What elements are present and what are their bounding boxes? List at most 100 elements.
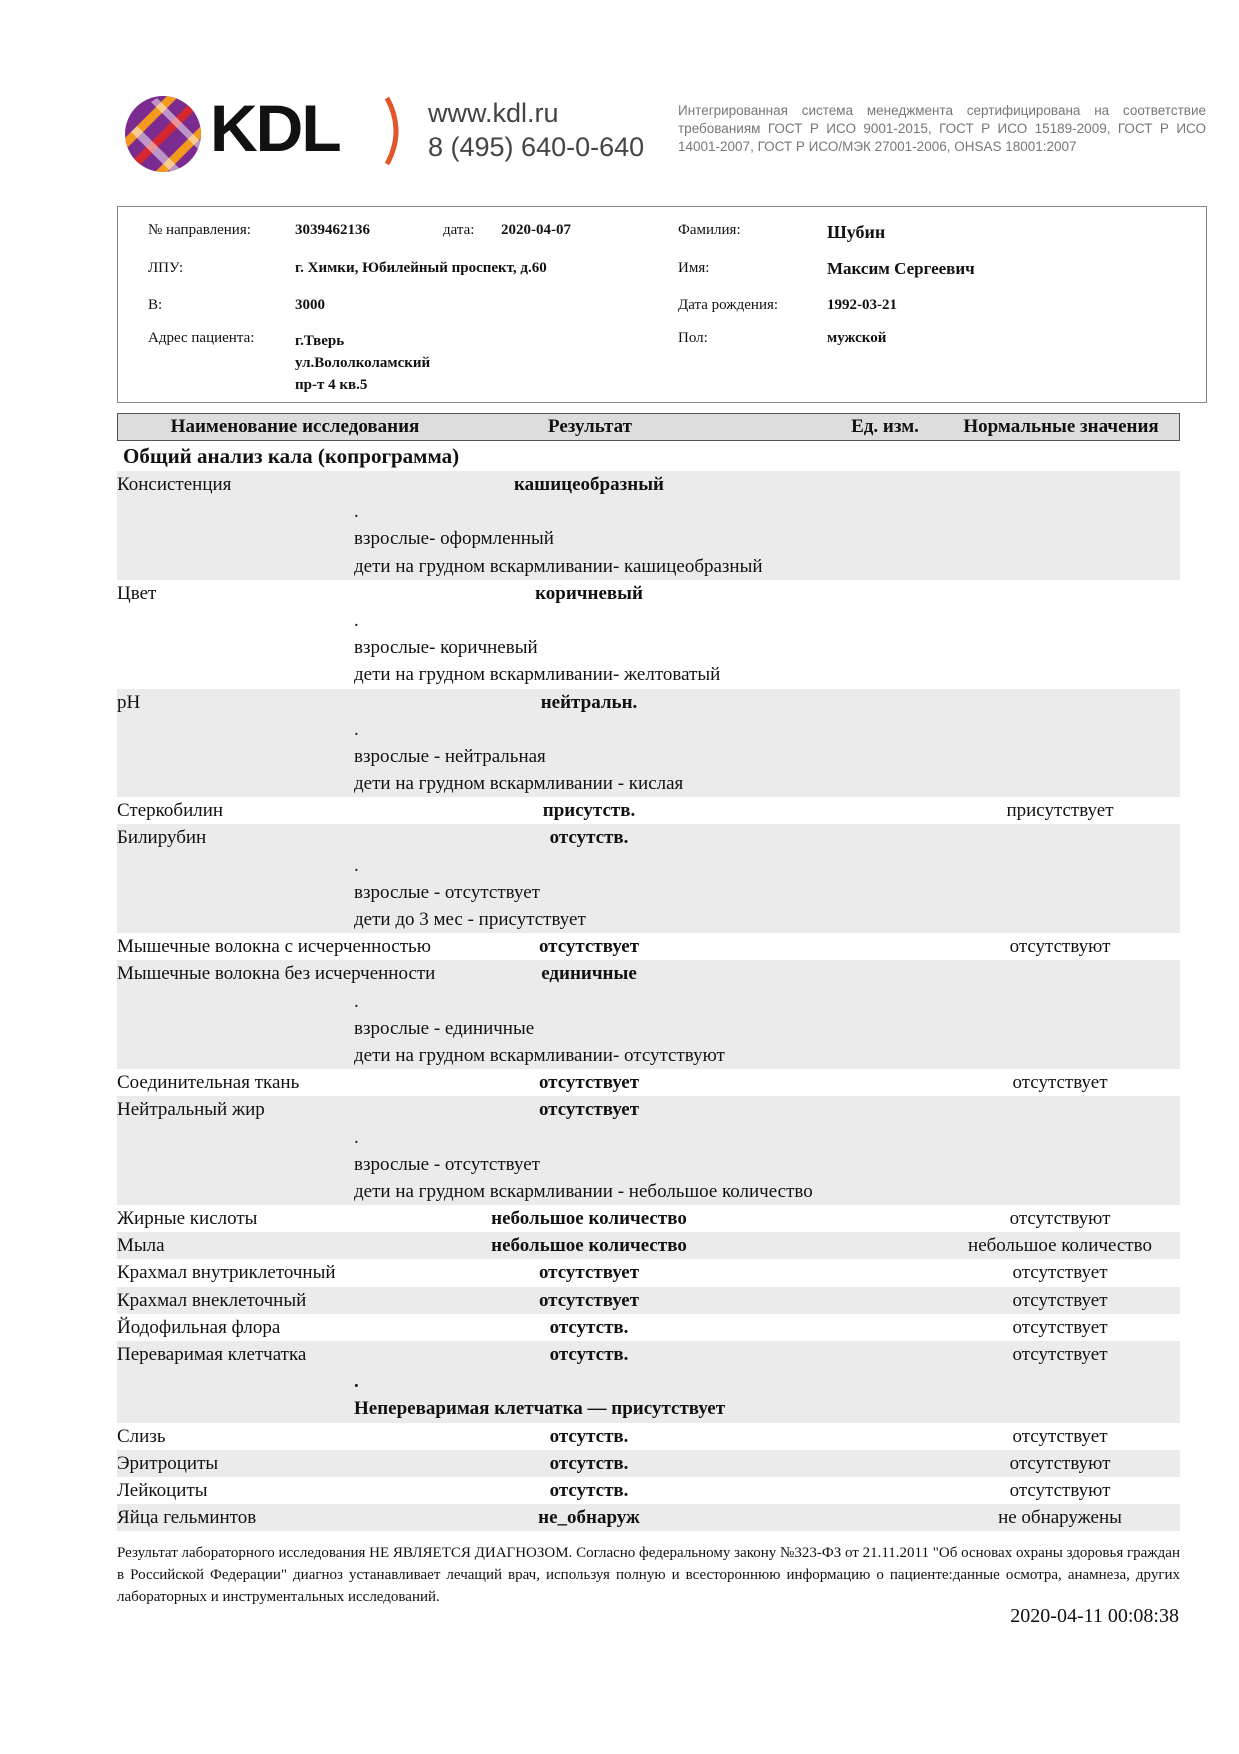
norm-value: отсутствует: [1012, 1072, 1108, 1094]
patient-info-box: № направления: 3039462136 дата: 2020-04-…: [117, 206, 1207, 403]
result-value: коричневый: [535, 582, 643, 604]
test-name: Яйца гельминтов: [117, 1507, 257, 1529]
reference-note: .: [354, 1126, 359, 1148]
test-name: Слизь: [117, 1425, 166, 1447]
result-value: небольшое количество: [491, 1235, 687, 1257]
reference-note: Непереваримая клетчатка — присутствует: [354, 1398, 726, 1420]
reference-note: .: [354, 990, 359, 1012]
address-line: пр-т 4 кв.5: [295, 377, 368, 393]
result-value: отсутств.: [549, 1344, 629, 1365]
result-value: отсутств.: [549, 827, 629, 849]
sex-value: мужской: [827, 330, 887, 346]
reference-note: .: [354, 501, 359, 523]
column-header-name: Наименование исследования: [170, 416, 420, 437]
norm-value: не обнаружены: [998, 1507, 1122, 1529]
result-value: небольшое количество: [491, 1208, 687, 1230]
reference-note: взрослые - единичные: [354, 1017, 535, 1039]
test-name: Крахмал внутриклеточный: [117, 1262, 336, 1284]
address-line: г.Тверь: [295, 333, 345, 349]
name-value: Максим Сергеевич: [827, 259, 975, 278]
reference-note: дети на грудном вскармливании - кислая: [354, 773, 684, 795]
website-link[interactable]: www.kdl.ru: [428, 98, 559, 128]
norm-value: отсутствуют: [1009, 1479, 1111, 1501]
lpu-label: ЛПУ:: [148, 260, 184, 276]
certification-text: Интегрированная система менеджмента серт…: [678, 103, 1206, 154]
norm-value: отсутствуют: [1009, 1452, 1111, 1474]
norm-value: отсутствует: [1012, 1289, 1108, 1311]
table-header: Наименование исследования Результат Ед. …: [117, 413, 1180, 441]
result-value: отсутствует: [538, 1072, 640, 1094]
table-row: Мышечные волокна с исчерченностью отсутст…: [117, 933, 1180, 960]
test-name: Мышечные волокна без исчерченности: [117, 963, 436, 985]
column-header-result: Результат: [548, 416, 632, 437]
phone-number: 8 (495) 640-0-640: [428, 132, 645, 162]
reference-note: дети на грудном вскармливании- отсутству…: [354, 1044, 725, 1066]
reference-note: дети на грудном вскармливании - небольшо…: [354, 1180, 813, 1202]
table-row: Переваримая клетчатка отсутств. отсутствуе…: [117, 1341, 1180, 1423]
referral-number: 3039462136: [295, 222, 370, 238]
table-row: Яйца гельминтов не_обнаруж не обнаружены: [117, 1504, 1180, 1532]
kdl-logo-icon: [125, 96, 201, 172]
address-label: Адрес пациента:: [148, 330, 255, 346]
table-row: Эритроциты отсутств. отсутствуют: [117, 1449, 1180, 1477]
table-row: Мышечные волокна без исчерченности единич…: [117, 960, 1180, 1070]
referral-label: № направления:: [148, 222, 251, 238]
address-value: г.Тверь ул.Вололколамский пр-т 4 кв.5: [295, 330, 430, 396]
name-label: Имя:: [678, 260, 710, 276]
table-row: Крахмал внутриклеточный отсутствует отсутс…: [117, 1259, 1180, 1286]
result-value: отсутствует: [538, 1099, 640, 1121]
norm-value: небольшое количество: [968, 1235, 1152, 1257]
reference-note: .: [354, 609, 359, 631]
referral-date: 2020-04-07: [501, 222, 571, 238]
result-value: отсутств.: [549, 1452, 629, 1474]
table-row: pH нейтральн.. взрослые - нейтральная дети …: [117, 688, 1180, 798]
reference-note: взрослые- оформленный: [354, 528, 554, 550]
test-name: Эритроциты: [117, 1452, 219, 1474]
result-value: не_обнаруж: [538, 1507, 640, 1529]
test-name: Стеркобилин: [117, 800, 224, 822]
test-name: Мышечные волокна с исчерченностью: [117, 936, 431, 958]
test-name: pH: [117, 691, 141, 713]
table-row: Нейтральный жир отсутствует. взрослые - от…: [117, 1096, 1180, 1206]
table-row: Соединительная ткань отсутствует отсутству…: [117, 1069, 1180, 1096]
table-row: Мыла небольшое количество небольшое количе…: [117, 1232, 1180, 1260]
test-name: Нейтральный жир: [117, 1099, 265, 1121]
lpu-value: г. Химки, Юбилейный проспект, д.60: [295, 260, 547, 276]
table-row: Стеркобилин присутств. присутствует: [117, 797, 1180, 824]
test-name: Жирные кислоты: [117, 1208, 258, 1230]
table-row: Слизь отсутств. отсутствует: [117, 1423, 1180, 1450]
date-label: дата:: [443, 222, 475, 238]
table-row: Жирные кислоты небольшое количество отсутс…: [117, 1205, 1180, 1232]
reference-note: взрослые - отсутствует: [354, 881, 540, 903]
reference-note: дети на грудном вскармливании- кашицеобр…: [354, 555, 763, 577]
reference-note: взрослые- коричневый: [354, 637, 538, 659]
result-value: присутств.: [542, 800, 636, 822]
result-value: отсутств.: [549, 1479, 629, 1501]
sex-label: Пол:: [678, 330, 708, 346]
test-name: Переваримая клетчатка: [117, 1344, 307, 1365]
test-name: Консистенция: [117, 474, 232, 495]
test-name: Крахмал внеклеточный: [117, 1289, 307, 1311]
norm-value: отсутствуют: [1009, 936, 1111, 958]
surname-value: Шубин: [827, 222, 886, 242]
reference-note: .: [354, 854, 359, 876]
surname-label: Фамилия:: [678, 222, 741, 238]
reference-note: .: [354, 1371, 359, 1393]
norm-value: отсутствует: [1012, 1425, 1108, 1447]
table-row: Консистенция кашицеобразный. взрослые- офо…: [117, 471, 1180, 580]
disclaimer: Результат лабораторного исследования НЕ …: [117, 1545, 1180, 1605]
column-header-norm: Нормальные значения: [963, 416, 1159, 437]
result-value: единичные: [541, 963, 637, 985]
dob-label: Дата рождения:: [678, 297, 779, 313]
reference-note: взрослые - отсутствует: [354, 1153, 540, 1175]
table-row: Цвет коричневый. взрослые- коричневый дети …: [117, 580, 1180, 689]
table-row: Йодофильная флора отсутств. отсутствует: [117, 1314, 1180, 1341]
kdl-logo-text: KDL: [210, 91, 342, 165]
test-name: Мыла: [117, 1235, 165, 1257]
address-line: ул.Вололколамский: [295, 355, 431, 371]
dob-value: 1992-03-21: [827, 297, 897, 313]
table-row: Билирубин отсутств.. взрослые - отсутствуе…: [117, 824, 1180, 934]
table-row: Лейкоциты отсутств. отсутствуют: [117, 1477, 1180, 1504]
chevron-right-icon: [384, 96, 399, 166]
